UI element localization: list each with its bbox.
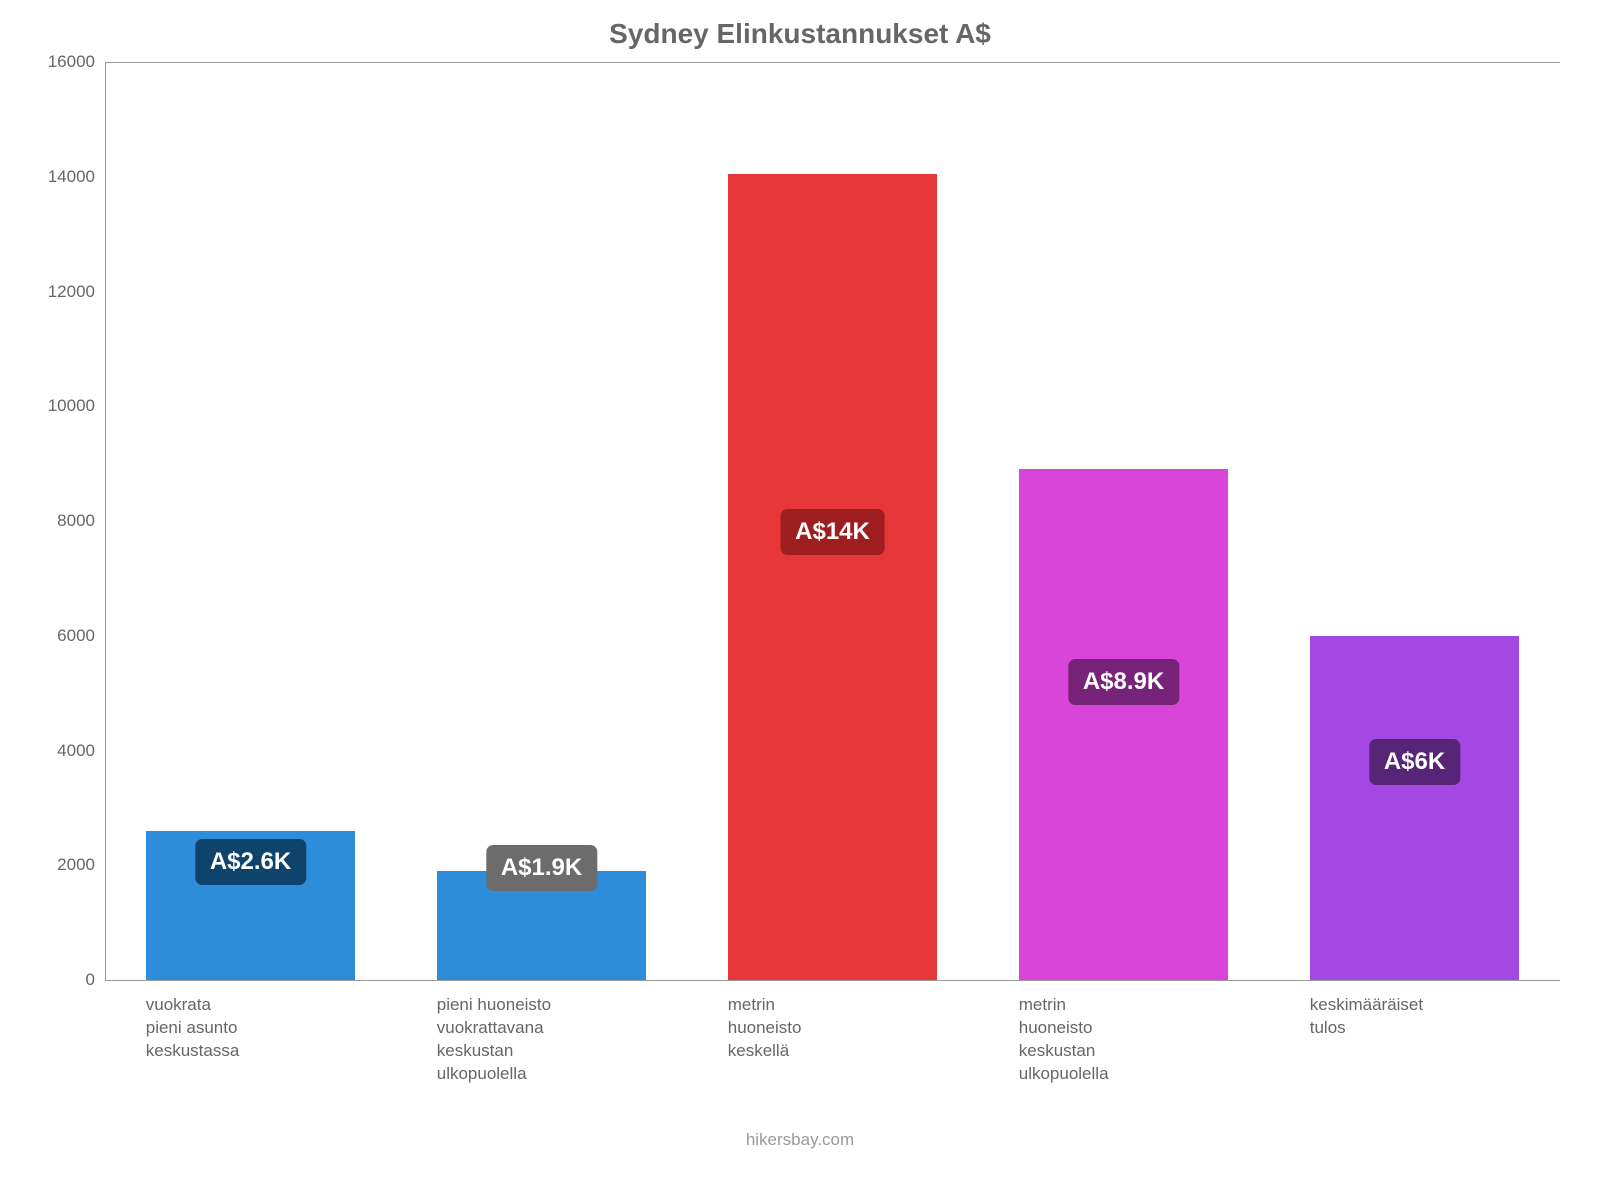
y-tick-label: 10000: [48, 396, 105, 416]
x-tick-label: vuokrata pieni asunto keskustassa: [146, 980, 240, 1063]
x-tick-label: pieni huoneisto vuokrattavana keskustan …: [437, 980, 551, 1086]
plot-area: 0200040006000800010000120001400016000A$2…: [105, 62, 1560, 980]
y-tick-label: 12000: [48, 282, 105, 302]
top-axis-line: [105, 62, 1560, 63]
x-tick-label: metrin huoneisto keskustan ulkopuolella: [1019, 980, 1109, 1086]
bar-value-label: A$2.6K: [195, 839, 306, 885]
x-tick-label: metrin huoneisto keskellä: [728, 980, 802, 1063]
y-tick-label: 16000: [48, 52, 105, 72]
chart-container: Sydney Elinkustannukset A$ 0200040006000…: [0, 0, 1600, 1200]
y-tick-label: 0: [86, 970, 105, 990]
y-tick-label: 14000: [48, 167, 105, 187]
chart-footer: hikersbay.com: [0, 1130, 1600, 1150]
x-tick-label: keskimääräiset tulos: [1310, 980, 1423, 1040]
bar-value-label: A$8.9K: [1068, 659, 1179, 705]
y-tick-label: 2000: [57, 855, 105, 875]
y-tick-label: 8000: [57, 511, 105, 531]
y-tick-label: 4000: [57, 741, 105, 761]
y-tick-label: 6000: [57, 626, 105, 646]
bar-value-label: A$6K: [1369, 739, 1460, 785]
bar-value-label: A$14K: [780, 509, 885, 555]
chart-title: Sydney Elinkustannukset A$: [0, 18, 1600, 50]
bar: [728, 174, 938, 980]
bar-value-label: A$1.9K: [486, 845, 597, 891]
bar: [1310, 636, 1520, 980]
y-axis-line: [105, 62, 106, 980]
bar: [1019, 469, 1229, 980]
